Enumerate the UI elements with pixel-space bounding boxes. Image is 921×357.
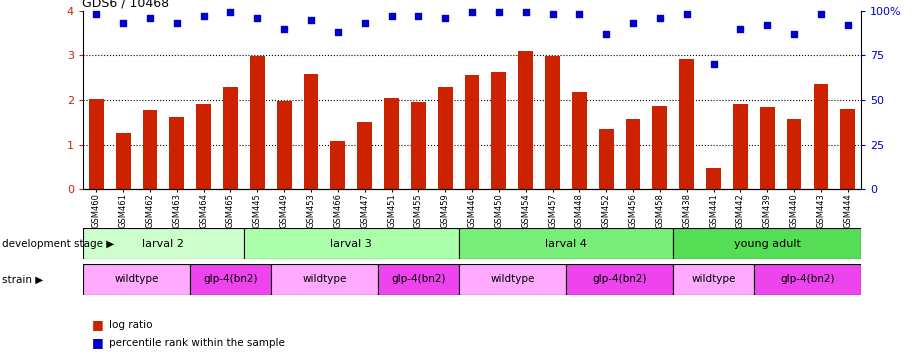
Text: percentile rank within the sample: percentile rank within the sample: [109, 338, 285, 348]
Point: [680, 11, 694, 17]
Bar: [652, 106, 667, 189]
Point: [384, 13, 399, 19]
Text: wildtype: wildtype: [302, 274, 346, 285]
Text: development stage ▶: development stage ▶: [2, 238, 114, 249]
Text: strain ▶: strain ▶: [2, 274, 43, 285]
Point: [250, 15, 264, 21]
Bar: [625, 119, 640, 189]
Bar: [250, 56, 264, 189]
Point: [813, 11, 828, 17]
Point: [652, 15, 667, 21]
Bar: [459, 264, 565, 295]
Text: young adult: young adult: [734, 238, 800, 249]
Bar: [277, 101, 292, 189]
Bar: [411, 102, 426, 189]
Bar: [379, 264, 459, 295]
Point: [437, 15, 452, 21]
Bar: [83, 264, 191, 295]
Bar: [271, 264, 379, 295]
Text: glp-4(bn2): glp-4(bn2): [204, 274, 258, 285]
Bar: [787, 119, 801, 189]
Text: glp-4(bn2): glp-4(bn2): [391, 274, 446, 285]
Point: [116, 20, 131, 26]
Point: [760, 22, 775, 28]
Point: [840, 22, 855, 28]
Point: [223, 10, 238, 15]
Text: wildtype: wildtype: [114, 274, 158, 285]
Text: larval 3: larval 3: [331, 238, 372, 249]
Point: [519, 10, 533, 15]
Point: [196, 13, 211, 19]
Point: [143, 15, 157, 21]
Bar: [545, 56, 560, 189]
Point: [625, 20, 640, 26]
Point: [572, 11, 587, 17]
Bar: [733, 104, 748, 189]
Bar: [680, 59, 694, 189]
Text: larval 2: larval 2: [143, 238, 184, 249]
Text: wildtype: wildtype: [490, 274, 534, 285]
Bar: [673, 228, 861, 259]
Bar: [599, 129, 613, 189]
Bar: [572, 92, 587, 189]
Bar: [565, 264, 673, 295]
Bar: [760, 107, 775, 189]
Text: glp-4(bn2): glp-4(bn2): [592, 274, 647, 285]
Text: wildtype: wildtype: [692, 274, 736, 285]
Point: [599, 31, 613, 37]
Point: [706, 61, 721, 67]
Text: GDS6 / 10468: GDS6 / 10468: [82, 0, 169, 10]
Point: [492, 10, 507, 15]
Point: [169, 20, 184, 26]
Point: [277, 26, 292, 31]
Point: [357, 20, 372, 26]
Bar: [196, 104, 211, 189]
Bar: [459, 228, 673, 259]
Bar: [89, 99, 104, 189]
Point: [411, 13, 426, 19]
Text: log ratio: log ratio: [109, 320, 152, 330]
Point: [331, 29, 345, 35]
Point: [89, 11, 104, 17]
Bar: [437, 87, 452, 189]
Bar: [191, 264, 271, 295]
Text: glp-4(bn2): glp-4(bn2): [780, 274, 834, 285]
Bar: [244, 228, 459, 259]
Bar: [223, 87, 238, 189]
Bar: [519, 51, 533, 189]
Point: [304, 17, 319, 22]
Bar: [673, 264, 753, 295]
Bar: [813, 84, 828, 189]
Bar: [840, 109, 855, 189]
Point: [464, 10, 479, 15]
Text: ■: ■: [92, 318, 104, 331]
Bar: [331, 141, 345, 189]
Text: larval 4: larval 4: [545, 238, 587, 249]
Bar: [169, 117, 184, 189]
Bar: [357, 122, 372, 189]
Bar: [753, 264, 861, 295]
Point: [733, 26, 748, 31]
Point: [787, 31, 801, 37]
Bar: [464, 75, 480, 189]
Text: ■: ■: [92, 336, 104, 349]
Point: [545, 11, 560, 17]
Bar: [116, 134, 131, 189]
Bar: [706, 168, 721, 189]
Bar: [304, 74, 319, 189]
Bar: [83, 228, 244, 259]
Bar: [492, 72, 507, 189]
Bar: [143, 110, 157, 189]
Bar: [384, 98, 399, 189]
